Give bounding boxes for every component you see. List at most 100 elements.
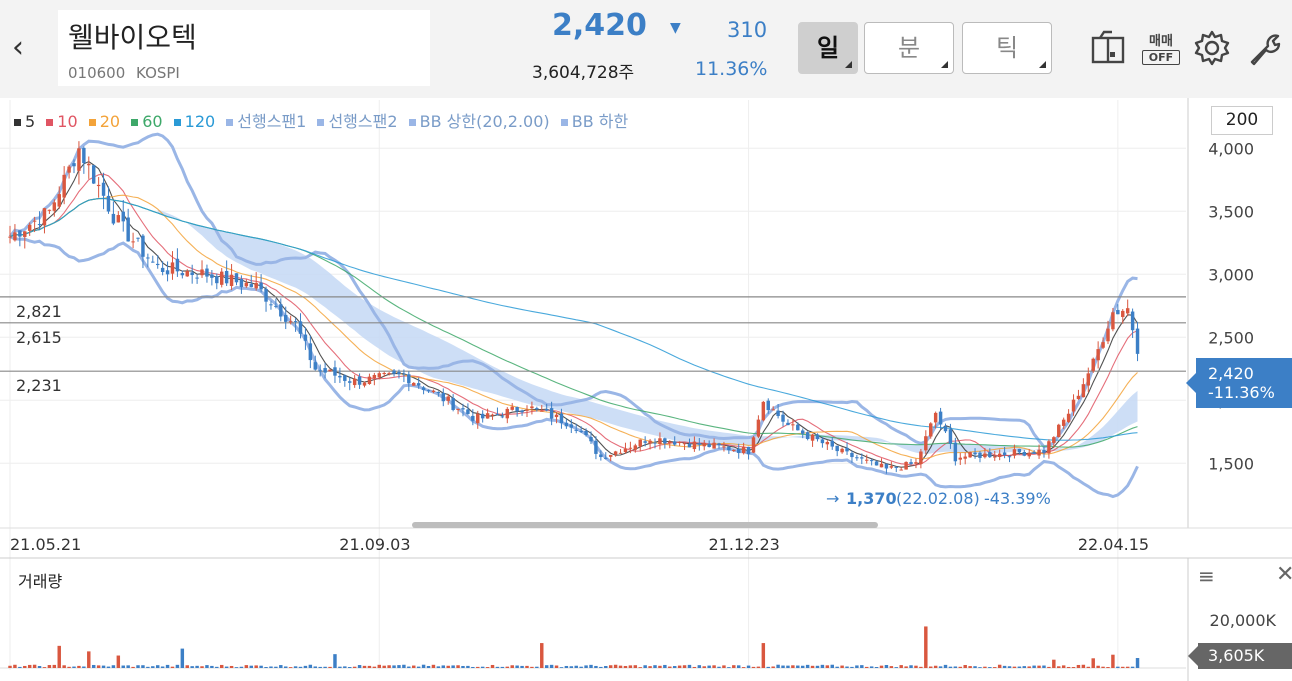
period-count-box[interactable]: 200	[1211, 106, 1273, 135]
menu-icon[interactable]: ≡	[1198, 564, 1215, 588]
candle-body	[904, 461, 908, 470]
volume-bar	[1130, 666, 1135, 668]
volume-bar	[953, 666, 958, 668]
wrench-icon[interactable]	[1244, 28, 1284, 68]
volume-bar	[682, 665, 687, 668]
volume-bar	[1057, 666, 1061, 668]
candle-body	[451, 397, 455, 410]
candle-body	[293, 321, 298, 323]
gear-icon[interactable]	[1192, 28, 1232, 68]
candle-body	[126, 217, 130, 242]
candle-body	[62, 174, 66, 198]
legend-span1[interactable]: 선행스팬1	[226, 112, 306, 131]
volume-bar	[259, 665, 263, 668]
volume-bar	[151, 666, 155, 668]
candle-body	[1111, 312, 1115, 330]
candle-body	[948, 429, 953, 444]
volume-bar	[274, 666, 278, 668]
candle-body	[175, 258, 180, 272]
volume-bar	[520, 665, 524, 668]
candle-body	[131, 241, 135, 243]
volume-bar	[540, 643, 544, 668]
layout-split-icon[interactable]	[1088, 28, 1128, 68]
volume-bar	[126, 665, 130, 668]
volume-bar	[712, 665, 716, 668]
volume-bar	[633, 665, 638, 668]
volume-bar	[352, 666, 357, 668]
volume-bar	[229, 665, 234, 668]
candle-body	[505, 408, 510, 419]
volume-bar	[840, 665, 844, 668]
legend-bb-upper[interactable]: BB 상한(20,2.00)	[408, 112, 550, 131]
candle-body	[500, 416, 505, 418]
back-chevron-icon[interactable]: ‹	[12, 30, 24, 65]
volume-bar	[1042, 665, 1046, 668]
volume-bar	[1076, 664, 1081, 668]
candle-body	[559, 413, 564, 424]
volume-bar	[554, 665, 559, 668]
candle-body	[155, 263, 160, 266]
candle-body	[426, 390, 431, 392]
volume-bar	[37, 666, 42, 668]
candle-body	[67, 166, 71, 173]
header-bar: ‹ 웰바이오텍 010600 KOSPI 2,420 ▼ 310 3,604,7…	[0, 0, 1292, 98]
candle-body	[8, 236, 12, 238]
volume-bar	[308, 664, 313, 668]
volume-bar	[929, 666, 933, 668]
candle-body	[259, 282, 263, 290]
volume-bar	[175, 664, 180, 668]
volume-bar	[190, 666, 194, 668]
candle-body	[732, 449, 736, 451]
volume-bar	[446, 665, 450, 668]
candle-body	[589, 436, 593, 442]
close-icon[interactable]: ✕	[1276, 562, 1292, 587]
stock-title-box[interactable]: 웰바이오텍 010600 KOSPI	[58, 10, 430, 86]
legend-span2[interactable]: 선행스팬2	[317, 112, 398, 131]
tab-minute[interactable]: 분	[864, 22, 954, 74]
volume-bar	[338, 666, 342, 668]
candle-body	[599, 454, 603, 458]
tab-tick[interactable]: 틱	[962, 22, 1052, 74]
legend-ma10[interactable]: 10	[46, 112, 78, 131]
candle-body	[530, 406, 534, 409]
legend-bb-lower[interactable]: BB 하한	[560, 112, 628, 131]
volume-bar	[771, 666, 775, 668]
legend-ma20[interactable]: 20	[88, 112, 120, 131]
volume-bar	[1032, 665, 1036, 668]
candle-body	[421, 387, 426, 391]
candle-body	[825, 441, 830, 445]
bb-lower-line	[9, 235, 1139, 499]
candle-body	[1057, 424, 1061, 438]
volume-bar	[215, 666, 219, 668]
trade-off-toggle[interactable]: 매매 OFF	[1140, 30, 1182, 66]
candle-body	[357, 376, 362, 385]
volume-bar	[525, 665, 529, 668]
candle-body	[205, 268, 209, 277]
legend-ma5[interactable]: 5	[14, 112, 35, 131]
candle-body	[402, 373, 406, 375]
volume-bar	[91, 664, 96, 668]
tab-daily[interactable]: 일	[798, 22, 858, 74]
volume-bar	[569, 666, 574, 668]
candle-body	[333, 367, 337, 376]
volume-bar	[303, 665, 308, 668]
candle-body	[338, 375, 342, 378]
trade-toggle-top: 매매	[1149, 34, 1173, 49]
volume-bar	[323, 666, 327, 668]
candle-body	[756, 419, 761, 437]
volume-bar	[82, 666, 86, 668]
volume-bar	[402, 664, 406, 668]
candle-body	[1032, 452, 1036, 454]
legend-ma60[interactable]: 60	[131, 112, 163, 131]
candle-body	[894, 466, 898, 468]
badge-pct: -11.36%	[1208, 383, 1275, 402]
volume-bar	[648, 666, 652, 668]
candle-body	[933, 412, 938, 423]
candle-body	[515, 407, 519, 412]
volume-bar	[293, 666, 298, 668]
legend-ma120[interactable]: 120	[173, 112, 215, 131]
min-pct: -43.39%	[984, 489, 1051, 508]
volume-bar	[412, 665, 416, 668]
chart-scrollbar[interactable]	[412, 522, 878, 528]
